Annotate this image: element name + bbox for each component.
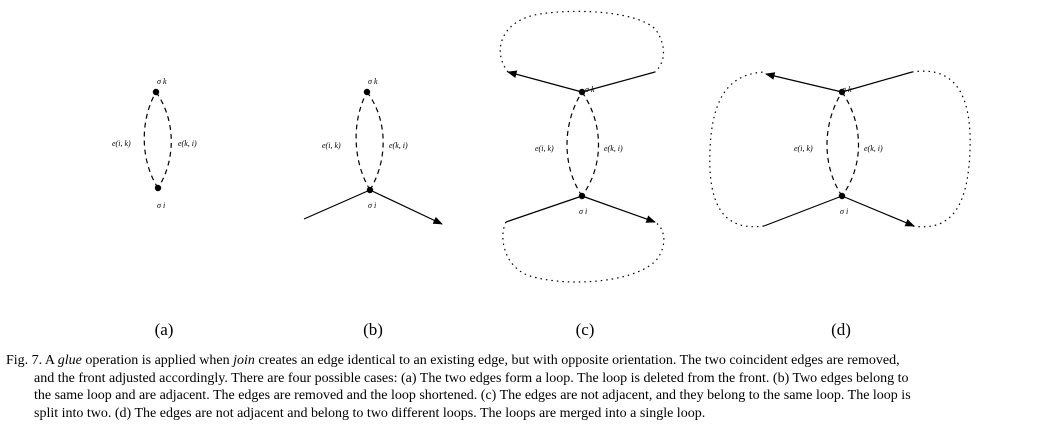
label-sigma-i: σ i [157, 201, 165, 210]
upper-incoming-edge [581, 71, 656, 93]
panel-c: σ k σ i e(i, k) e(k, i) [499, 10, 665, 283]
label-edge-ik: e(i, k) [794, 144, 813, 153]
label-sigma-i: σ i [840, 207, 848, 216]
edge-ki-dashed [366, 91, 384, 191]
caption-prefix: Fig. 7. A [6, 353, 58, 368]
edge-ki-dashed [581, 91, 599, 197]
node-sigma-k [152, 88, 160, 96]
glue-operation-figure: σ k σ i e(i, k) e(k, i) σ k σ i e(i, k) … [112, 10, 971, 283]
lower-incoming-edge [505, 195, 583, 223]
node-sigma-k [578, 88, 586, 96]
label-edge-ik: e(i, k) [322, 141, 341, 150]
label-edge-ki: e(k, i) [864, 144, 883, 153]
label-edge-ki: e(k, i) [178, 139, 197, 148]
node-sigma-i [838, 192, 846, 200]
label-edge-ik: e(i, k) [112, 139, 131, 148]
node-sigma-i [578, 192, 586, 200]
right-loop-dotted [911, 70, 971, 228]
upper-loop-dotted [499, 10, 664, 73]
caption-mid: operation is applied when [81, 353, 234, 368]
caption-line-3: the same loop and are adjacent. The edge… [34, 388, 911, 403]
edge-ik-dashed [826, 91, 843, 197]
upper-outgoing-edge [765, 72, 843, 93]
caption-line-4: split into two. (d) The edges are not ad… [34, 405, 706, 421]
label-sigma-k: σ k [368, 77, 378, 86]
lower-incoming-edge [763, 195, 843, 227]
edge-ki-dashed [155, 91, 172, 189]
edge-ik-dashed [566, 91, 583, 197]
caption-line-2: and the front adjusted accordingly. Ther… [34, 370, 909, 386]
label-edge-ki: e(k, i) [604, 144, 623, 153]
upper-incoming-edge [841, 71, 913, 93]
panel-d: σ k σ i e(i, k) e(k, i) [709, 70, 971, 228]
lower-loop-dotted [502, 221, 665, 283]
caption-line-1: Fig. 7. A glue operation is applied when… [6, 352, 1048, 370]
caption-line1-rest: creates an edge identical to an existing… [254, 353, 900, 368]
node-sigma-i [154, 184, 162, 192]
upper-outgoing-edge [507, 70, 583, 93]
node-sigma-k [838, 88, 846, 96]
edge-ik-dashed [143, 91, 159, 189]
label-sigma-k: σ k [157, 77, 167, 86]
caption-term-join: join [233, 353, 255, 368]
subfigure-label-b: (b) [363, 320, 383, 339]
edge-ik-dashed [355, 91, 371, 191]
edge-ki-dashed [841, 91, 859, 197]
subfigure-label-d: (d) [831, 320, 851, 339]
label-edge-ki: e(k, i) [389, 141, 408, 150]
node-sigma-k [363, 88, 371, 96]
label-sigma-k: σ k [842, 85, 852, 94]
figure-caption: Fig. 7. A glue operation is applied when… [6, 352, 1048, 422]
lower-outgoing-edge [581, 195, 656, 223]
label-edge-ik: e(i, k) [535, 144, 554, 153]
panel-b: σ k σ i e(i, k) e(k, i) [303, 77, 443, 225]
node-sigma-i [366, 186, 374, 194]
panel-a: σ k σ i e(i, k) e(k, i) [112, 77, 197, 210]
incoming-edge [303, 189, 371, 220]
label-sigma-i: σ i [579, 207, 587, 216]
caption-term-glue: glue [57, 353, 82, 368]
lower-outgoing-edge [841, 195, 915, 227]
label-sigma-k: σ k [585, 85, 595, 94]
label-sigma-i: σ i [368, 201, 376, 210]
left-loop-dotted [709, 71, 765, 228]
subfigure-label-c: (c) [575, 320, 595, 339]
subfigure-label-a: (a) [154, 320, 174, 339]
outgoing-edge [369, 189, 443, 225]
